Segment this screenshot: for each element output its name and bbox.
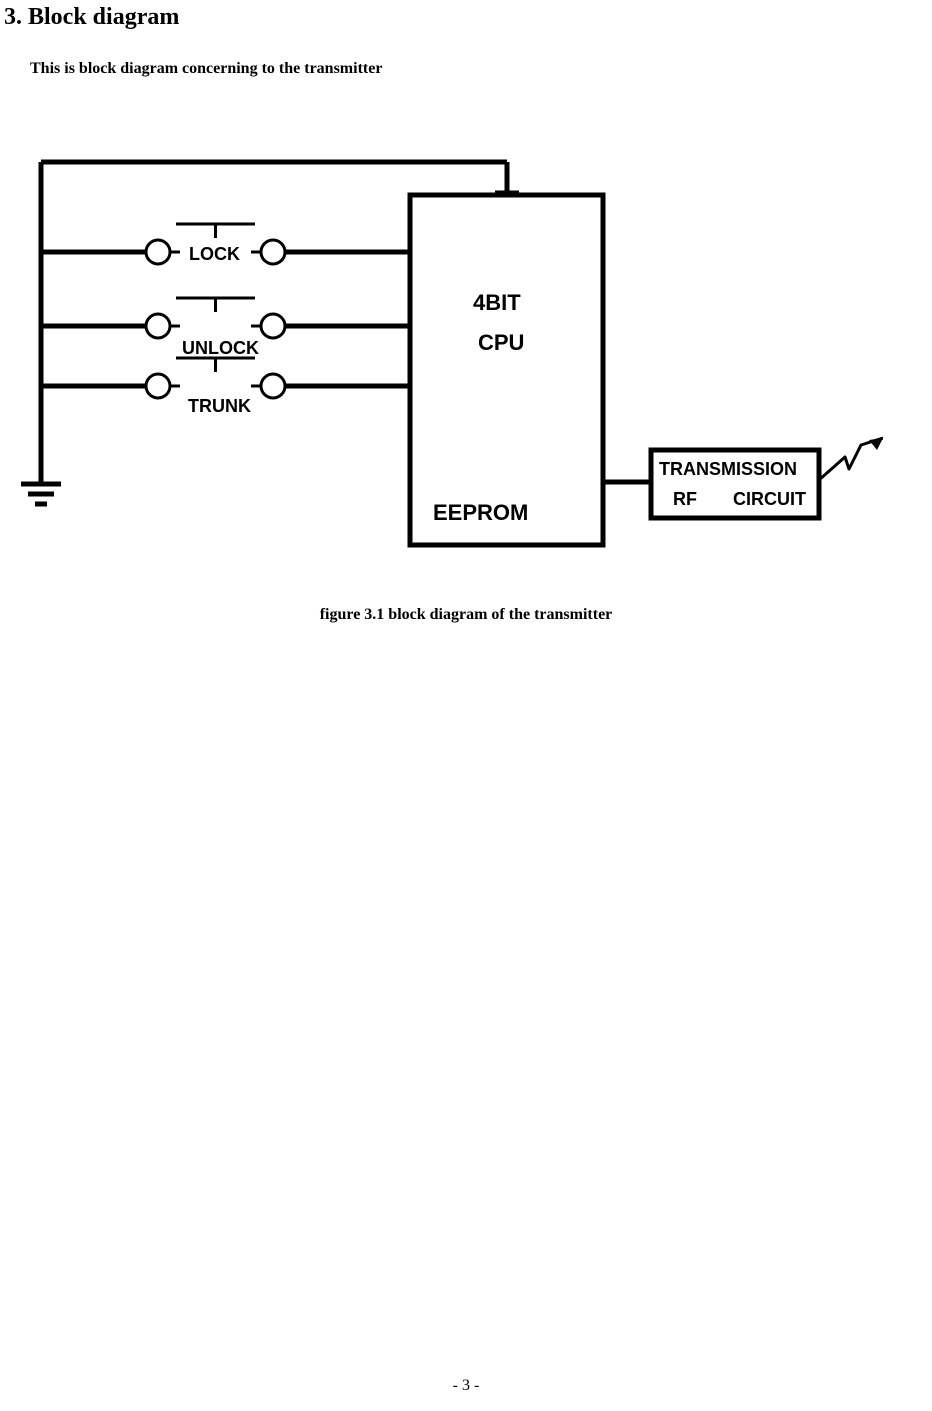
- section-heading: 3. Block diagram: [4, 4, 179, 31]
- svg-text:4BIT: 4BIT: [473, 290, 521, 315]
- svg-text:UNLOCK: UNLOCK: [182, 338, 259, 358]
- svg-text:TRUNK: TRUNK: [188, 396, 251, 416]
- section-subheading: This is block diagram concerning to the …: [30, 60, 382, 78]
- svg-text:EEPROM: EEPROM: [433, 500, 528, 525]
- svg-text:CIRCUIT: CIRCUIT: [733, 489, 806, 509]
- svg-text:LOCK: LOCK: [189, 244, 240, 264]
- page-number: - 3 -: [0, 1377, 932, 1395]
- svg-text:RF: RF: [673, 489, 697, 509]
- svg-text:CPU: CPU: [478, 330, 524, 355]
- block-diagram: 4BIT CPU EEPROM TRANSMISSION RF CIRCUIT LOCK UN…: [13, 140, 883, 570]
- figure-caption: figure 3.1 block diagram of the transmit…: [0, 606, 932, 624]
- svg-text:TRANSMISSION: TRANSMISSION: [659, 459, 797, 479]
